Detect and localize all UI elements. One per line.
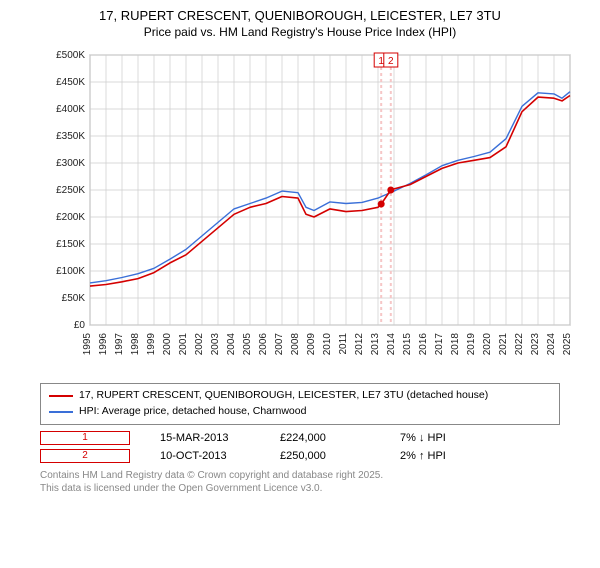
svg-text:2023: 2023 — [530, 333, 541, 356]
attribution-line-2: This data is licensed under the Open Gov… — [40, 482, 560, 495]
chart-area: £0 £50K £100K £150K £200K £250K £300K £350K £400… — [50, 45, 580, 375]
marker-date-2: 10-OCT-2013 — [160, 450, 250, 462]
svg-text:2016: 2016 — [418, 333, 429, 356]
marker-row-1: 1 15-MAR-2013 £224,000 7% ↓ HPI — [40, 431, 560, 445]
svg-text:2014: 2014 — [386, 333, 397, 356]
svg-text:£150K: £150K — [56, 239, 85, 250]
svg-text:1998: 1998 — [130, 333, 141, 356]
page-title: 17, RUPERT CRESCENT, QUENIBOROUGH, LEICE… — [0, 8, 600, 23]
legend: 17, RUPERT CRESCENT, QUENIBOROUGH, LEICE… — [40, 383, 560, 425]
page-subtitle: Price paid vs. HM Land Registry's House … — [0, 25, 600, 39]
svg-text:2007: 2007 — [274, 333, 285, 356]
svg-text:2015: 2015 — [402, 333, 413, 356]
legend-row-property: 17, RUPERT CRESCENT, QUENIBOROUGH, LEICE… — [49, 388, 551, 404]
svg-text:2020: 2020 — [482, 333, 493, 356]
svg-text:2008: 2008 — [290, 333, 301, 356]
svg-text:2001: 2001 — [178, 333, 189, 356]
svg-text:2: 2 — [388, 56, 394, 67]
svg-text:2003: 2003 — [210, 333, 221, 356]
svg-text:2024: 2024 — [546, 333, 557, 356]
svg-text:£350K: £350K — [56, 131, 85, 142]
svg-text:2005: 2005 — [242, 333, 253, 356]
svg-text:1997: 1997 — [114, 333, 125, 356]
svg-text:2022: 2022 — [514, 333, 525, 356]
marker-badge-1: 1 — [40, 431, 130, 445]
svg-text:£450K: £450K — [56, 77, 85, 88]
price-chart: £0 £50K £100K £150K £200K £250K £300K £350K £400… — [50, 45, 580, 375]
svg-text:2000: 2000 — [162, 333, 173, 356]
svg-text:2025: 2025 — [562, 333, 573, 356]
svg-text:2013: 2013 — [370, 333, 381, 356]
svg-text:2012: 2012 — [354, 333, 365, 356]
marker-delta-2: 2% ↑ HPI — [400, 450, 490, 462]
svg-text:2017: 2017 — [434, 333, 445, 356]
marker-price-2: £250,000 — [280, 450, 370, 462]
marker-badge-2: 2 — [40, 449, 130, 463]
svg-text:2011: 2011 — [338, 333, 349, 355]
legend-swatch-hpi — [49, 411, 73, 413]
legend-label-hpi: HPI: Average price, detached house, Char… — [79, 404, 306, 420]
svg-text:2019: 2019 — [466, 333, 477, 356]
marker-price-1: £224,000 — [280, 432, 370, 444]
chart-container: 17, RUPERT CRESCENT, QUENIBOROUGH, LEICE… — [0, 8, 600, 568]
svg-text:2021: 2021 — [498, 333, 509, 356]
svg-text:£500K: £500K — [56, 50, 85, 61]
svg-text:1996: 1996 — [98, 333, 109, 356]
marker-row-2: 2 10-OCT-2013 £250,000 2% ↑ HPI — [40, 449, 560, 463]
legend-swatch-property — [49, 395, 73, 397]
svg-text:£100K: £100K — [56, 266, 85, 277]
svg-text:2009: 2009 — [306, 333, 317, 356]
svg-text:2006: 2006 — [258, 333, 269, 356]
svg-text:£250K: £250K — [56, 185, 85, 196]
legend-row-hpi: HPI: Average price, detached house, Char… — [49, 404, 551, 420]
svg-text:1995: 1995 — [82, 333, 93, 356]
marker-delta-1: 7% ↓ HPI — [400, 432, 490, 444]
svg-text:£50K: £50K — [62, 293, 86, 304]
attribution-line-1: Contains HM Land Registry data © Crown c… — [40, 469, 560, 482]
svg-text:£200K: £200K — [56, 212, 85, 223]
svg-text:£300K: £300K — [56, 158, 85, 169]
svg-text:2010: 2010 — [322, 333, 333, 356]
legend-label-property: 17, RUPERT CRESCENT, QUENIBOROUGH, LEICE… — [79, 388, 488, 404]
marker-date-1: 15-MAR-2013 — [160, 432, 250, 444]
svg-text:2018: 2018 — [450, 333, 461, 356]
svg-text:2002: 2002 — [194, 333, 205, 356]
svg-text:£0: £0 — [74, 320, 86, 331]
svg-text:1999: 1999 — [146, 333, 157, 356]
attribution: Contains HM Land Registry data © Crown c… — [40, 469, 560, 495]
svg-text:2004: 2004 — [226, 333, 237, 356]
marker-table: 1 15-MAR-2013 £224,000 7% ↓ HPI 2 10-OCT… — [40, 431, 560, 463]
svg-text:£400K: £400K — [56, 104, 85, 115]
